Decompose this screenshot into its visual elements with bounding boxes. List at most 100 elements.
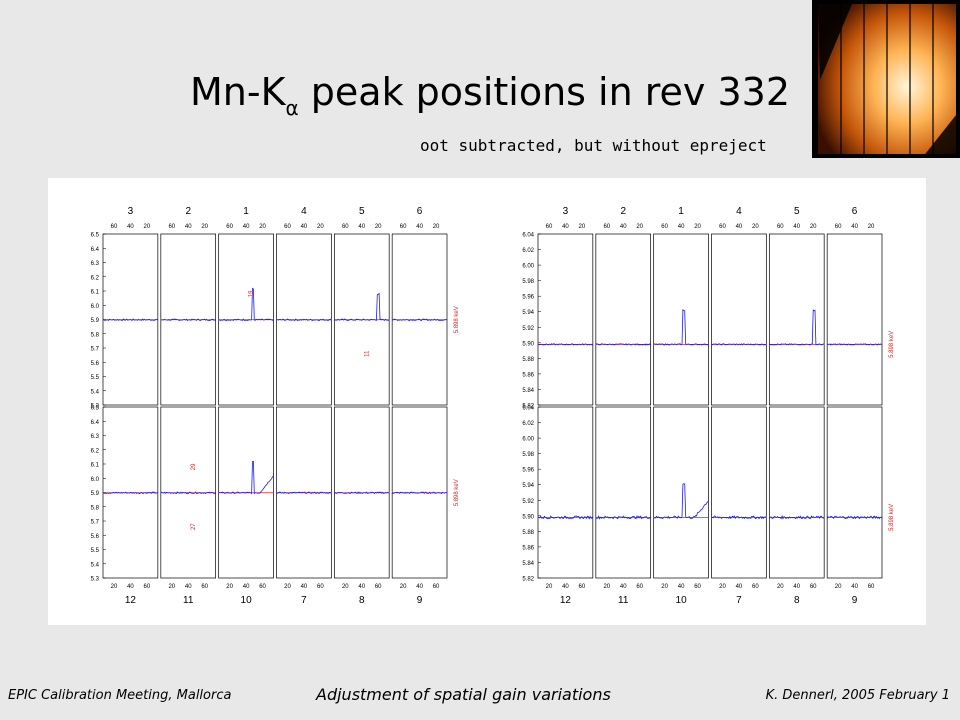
x-tick-label: 20	[719, 584, 726, 590]
x-tick-label: 40	[678, 224, 685, 230]
x-tick-label: 20	[400, 584, 407, 590]
y-tick-label: 5.82	[522, 577, 534, 583]
x-tick-label: 20	[835, 584, 842, 590]
peak-position-trace	[537, 515, 594, 520]
figure-panel: 6.5 6.4 6.3 6.2 6.1 6.0 5.9 5.8 5.7 5.6 5.5 5.4 5.3 3…	[48, 178, 926, 625]
x-tick-label: 40	[851, 584, 858, 590]
y-tick-label: 5.88	[522, 357, 534, 363]
footer-author-date: K. Dennerl, 2005 February 1	[765, 688, 950, 703]
x-tick-label: 40	[620, 584, 627, 590]
ccd-panel-frame	[537, 233, 594, 406]
peak-position-trace	[276, 318, 332, 322]
y-tick-label: 6.2	[91, 448, 100, 454]
title-main: Mn-K	[190, 70, 286, 114]
y-tick-label: 6.4	[91, 420, 100, 426]
peak-position-trace	[392, 491, 448, 495]
ccd-label: 7	[736, 595, 742, 606]
x-tick-label: 20	[752, 224, 759, 230]
peak-position-trace	[538, 343, 594, 346]
x-tick-label: 60	[810, 584, 817, 590]
x-tick-label: 20	[546, 584, 553, 590]
x-tick-label: 20	[636, 224, 643, 230]
x-tick-label: 60	[111, 224, 118, 230]
ccd-panel-frame	[711, 406, 767, 579]
ccd-label: 10	[241, 595, 253, 606]
y-tick-label: 5.9	[91, 318, 100, 324]
x-tick-label: 20	[868, 224, 875, 230]
x-tick-label: 60	[546, 224, 553, 230]
x-tick-label: 40	[562, 224, 569, 230]
ccd-panel-frame	[595, 233, 652, 406]
chart-2: 6.04 6.02 6.00 5.98 5.96 5.94 5.92 5.90 5.88 5.86…	[522, 206, 895, 606]
x-tick-label: 20	[259, 224, 266, 230]
x-tick-label: 40	[793, 224, 800, 230]
y-tick-label: 6.4	[91, 247, 100, 253]
y-tick-label: 5.7	[91, 520, 100, 526]
y-tick-label: 6.1	[91, 290, 100, 296]
spike-annotation: 11	[364, 350, 370, 357]
y-tick-label: 5.98	[522, 279, 534, 285]
ccd-label: 8	[794, 595, 800, 606]
ccd-panel-frame	[826, 406, 883, 579]
ccd-panel-frame	[711, 233, 767, 406]
y-tick-label: 5.3	[91, 404, 100, 410]
reference-label: 5.898 keV	[889, 504, 895, 531]
peak-position-trace	[769, 309, 825, 346]
ccd-label: 2	[620, 206, 626, 217]
ccd-label: 10	[676, 595, 688, 606]
ccd-panel-frame	[653, 406, 709, 579]
x-tick-label: 40	[301, 224, 308, 230]
peak-position-trace	[218, 287, 274, 322]
y-tick-label: 5.82	[522, 404, 534, 410]
ccd-label: 9	[852, 595, 858, 606]
y-tick-label: 5.94	[522, 483, 534, 489]
x-tick-label: 60	[719, 224, 726, 230]
x-tick-label: 60	[375, 584, 382, 590]
detector-image-thumbnail	[812, 0, 960, 158]
peak-position-trace	[102, 491, 159, 495]
y-tick-label: 6.2	[91, 275, 100, 281]
y-tick-label: 6.04	[522, 406, 534, 412]
ccd-label: 3	[128, 206, 134, 217]
x-tick-label: 60	[433, 584, 440, 590]
x-tick-label: 40	[185, 584, 192, 590]
y-tick-label: 6.00	[522, 264, 534, 270]
ccd-panel-frame	[653, 233, 709, 406]
x-tick-label: 40	[358, 584, 365, 590]
x-tick-label: 20	[226, 584, 233, 590]
x-tick-label: 40	[620, 224, 627, 230]
ccd-panel-frame	[826, 233, 883, 406]
y-tick-label: 6.3	[91, 434, 100, 440]
x-tick-label: 60	[144, 584, 151, 590]
x-tick-label: 60	[259, 584, 266, 590]
y-tick-label: 5.7	[91, 347, 100, 353]
x-tick-label: 60	[168, 224, 175, 230]
ccd-label: 7	[301, 595, 307, 606]
reference-label: 5.898 keV	[454, 479, 460, 506]
ccd-label: 11	[618, 595, 629, 606]
x-tick-label: 20	[317, 224, 324, 230]
x-tick-label: 40	[358, 224, 365, 230]
x-tick-label: 60	[636, 584, 643, 590]
ccd-label: 5	[359, 206, 365, 217]
y-tick-label: 6.5	[91, 233, 100, 239]
y-tick-label: 5.86	[522, 545, 534, 551]
ccd-panel-frame	[537, 406, 594, 579]
y-tick-label: 5.3	[91, 577, 100, 583]
peak-position-trace	[711, 343, 767, 346]
y-tick-label: 5.9	[91, 491, 100, 497]
peak-position-charts: 6.5 6.4 6.3 6.2 6.1 6.0 5.9 5.8 5.7 5.6 5.5 5.4 5.3 3…	[91, 206, 895, 606]
x-tick-label: 60	[579, 584, 586, 590]
x-tick-label: 60	[868, 584, 875, 590]
page-title: Mn-Kα peak positions in rev 332	[190, 70, 790, 120]
y-tick-label: 5.5	[91, 548, 100, 554]
x-tick-label: 60	[400, 224, 407, 230]
x-tick-label: 20	[168, 584, 175, 590]
x-tick-label: 20	[661, 584, 668, 590]
ccd-label: 1	[243, 206, 249, 217]
ccd-label: 1	[678, 206, 684, 217]
x-tick-label: 20	[144, 224, 151, 230]
peak-position-trace	[392, 318, 448, 322]
x-tick-label: 40	[562, 584, 569, 590]
ccd-label: 11	[183, 595, 194, 606]
